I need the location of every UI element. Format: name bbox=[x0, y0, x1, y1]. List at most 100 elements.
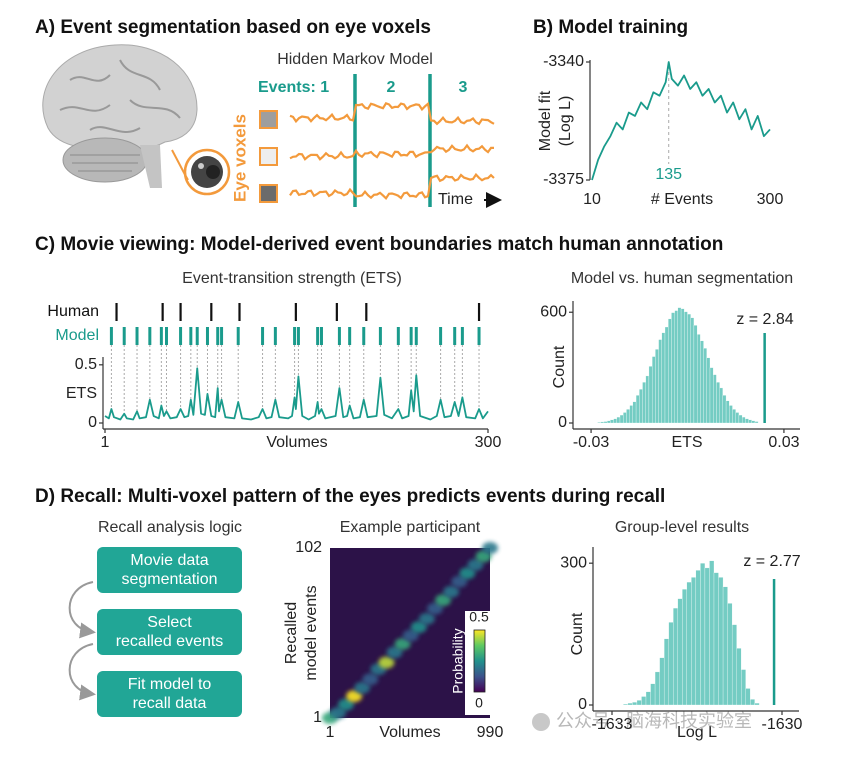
heatmap-cell bbox=[346, 690, 363, 703]
histogram-bar bbox=[696, 334, 701, 424]
y-tick-label: 0 bbox=[558, 414, 567, 431]
histogram-bar bbox=[700, 340, 704, 424]
histogram-bar bbox=[741, 669, 746, 706]
histogram-bar bbox=[606, 420, 611, 424]
histogram-bar bbox=[629, 405, 634, 424]
histogram-bar bbox=[754, 702, 760, 706]
chart-title: Event-transition strength (ETS) bbox=[182, 270, 402, 287]
histogram-bar bbox=[729, 405, 733, 424]
chart-title: Model vs. human segmentation bbox=[571, 270, 793, 287]
histogram-bar bbox=[619, 414, 624, 424]
histogram-bar bbox=[716, 382, 720, 424]
histogram-bar bbox=[719, 387, 724, 424]
histogram-bar bbox=[600, 421, 605, 424]
histogram-bar bbox=[751, 420, 756, 424]
x-tick-label: 1 bbox=[326, 724, 335, 741]
y-tick-label: -3340 bbox=[543, 53, 584, 70]
flow-text: recalled events bbox=[116, 633, 224, 650]
colorbar bbox=[473, 629, 486, 693]
colorbar-tick-label: 0.5 bbox=[469, 609, 489, 625]
y-tick-label: 600 bbox=[540, 303, 567, 320]
x-tick-label: 10 bbox=[583, 191, 601, 208]
y-axis-label: (Log L) bbox=[557, 96, 574, 147]
flow-text: Select bbox=[147, 614, 192, 631]
histogram-bar bbox=[682, 589, 687, 706]
histogram-bar bbox=[641, 696, 647, 706]
logic-title: Recall analysis logic bbox=[98, 519, 242, 536]
heatmap-cell bbox=[459, 567, 476, 580]
voxel-line bbox=[289, 101, 495, 126]
line-series bbox=[591, 61, 771, 181]
histogram-bar bbox=[738, 414, 743, 424]
x-axis-label: ETS bbox=[671, 434, 702, 451]
histogram-bar bbox=[703, 348, 707, 424]
x-tick-label: -1630 bbox=[762, 716, 803, 733]
chart-title: Group-level results bbox=[615, 519, 749, 536]
flow-arrow bbox=[68, 643, 96, 701]
legend-label: Model bbox=[55, 327, 99, 344]
y-axis-label: Count bbox=[569, 612, 586, 655]
heatmap-cell bbox=[354, 681, 371, 694]
event-number: 3 bbox=[459, 79, 468, 96]
x-tick-label: 0.03 bbox=[768, 434, 799, 451]
histogram-bar bbox=[722, 586, 728, 706]
histogram-bar bbox=[623, 703, 629, 706]
peak-label: 135 bbox=[655, 166, 682, 183]
panel-title: D) Recall: Multi-voxel pattern of the ey… bbox=[35, 486, 665, 507]
voxels-label: Eye voxels bbox=[230, 114, 249, 202]
histogram-bar bbox=[610, 419, 614, 424]
histogram-bar bbox=[741, 416, 746, 424]
histogram-bar bbox=[690, 317, 695, 424]
voxel-icon bbox=[259, 184, 278, 203]
histogram-bar bbox=[709, 560, 715, 706]
histogram-bar bbox=[603, 421, 608, 424]
histogram-bar bbox=[597, 422, 601, 424]
heatmap-cell bbox=[329, 706, 346, 719]
histogram-bar bbox=[635, 395, 640, 424]
watermark: 公众号 · 脑海科技实验室 bbox=[556, 711, 752, 731]
heatmap-cell bbox=[418, 612, 435, 625]
events-label: Events: 1 bbox=[258, 79, 329, 96]
heatmap-cell bbox=[467, 558, 484, 571]
y-axis-label: Recalled bbox=[283, 602, 300, 664]
histogram-bar bbox=[677, 307, 682, 424]
heatmap-cell bbox=[443, 585, 460, 598]
histogram-bar bbox=[645, 691, 651, 706]
histogram-bar bbox=[713, 374, 717, 424]
flow-box bbox=[97, 671, 242, 717]
histogram-bar bbox=[722, 395, 727, 424]
flow-text: Movie data bbox=[130, 552, 208, 569]
histogram-bar bbox=[693, 325, 698, 424]
histogram-bar bbox=[706, 357, 711, 424]
annotation: z = 2.84 bbox=[736, 311, 793, 328]
voxel-line bbox=[289, 172, 495, 201]
histogram-bar bbox=[687, 313, 691, 424]
flow-arrow bbox=[68, 581, 96, 639]
histogram-bar bbox=[632, 702, 638, 706]
x-tick-label: 990 bbox=[477, 724, 504, 741]
annotation: z = 2.77 bbox=[743, 553, 800, 570]
histogram-bar bbox=[754, 421, 759, 424]
flow-diagram: Movie data segmentation Select recalled … bbox=[68, 547, 242, 717]
heatmap-cell bbox=[435, 594, 452, 607]
x-axis-label: Volumes bbox=[379, 724, 440, 741]
histogram-bar bbox=[718, 577, 724, 706]
heatmap-cell bbox=[451, 575, 468, 588]
brain-illustration bbox=[42, 44, 231, 196]
chart-title: Example participant bbox=[340, 519, 481, 536]
heatmap-cell bbox=[410, 621, 427, 634]
histogram-bar bbox=[623, 412, 627, 424]
heatmap-cell bbox=[386, 646, 403, 659]
voxel-timecourses bbox=[289, 101, 495, 201]
histogram-bar bbox=[704, 567, 710, 706]
x-tick-label: -1633 bbox=[592, 716, 633, 733]
heatmap-cell bbox=[378, 656, 395, 669]
histogram-bar bbox=[745, 418, 749, 424]
heatmap-cell bbox=[402, 629, 419, 642]
x-tick-label: 300 bbox=[475, 434, 502, 451]
heatmap-cell bbox=[394, 637, 411, 650]
histogram-bar bbox=[713, 572, 719, 706]
histogram-bar bbox=[745, 688, 751, 706]
x-axis-label: # Events bbox=[651, 191, 713, 208]
flow-text: Fit model to bbox=[128, 676, 212, 693]
